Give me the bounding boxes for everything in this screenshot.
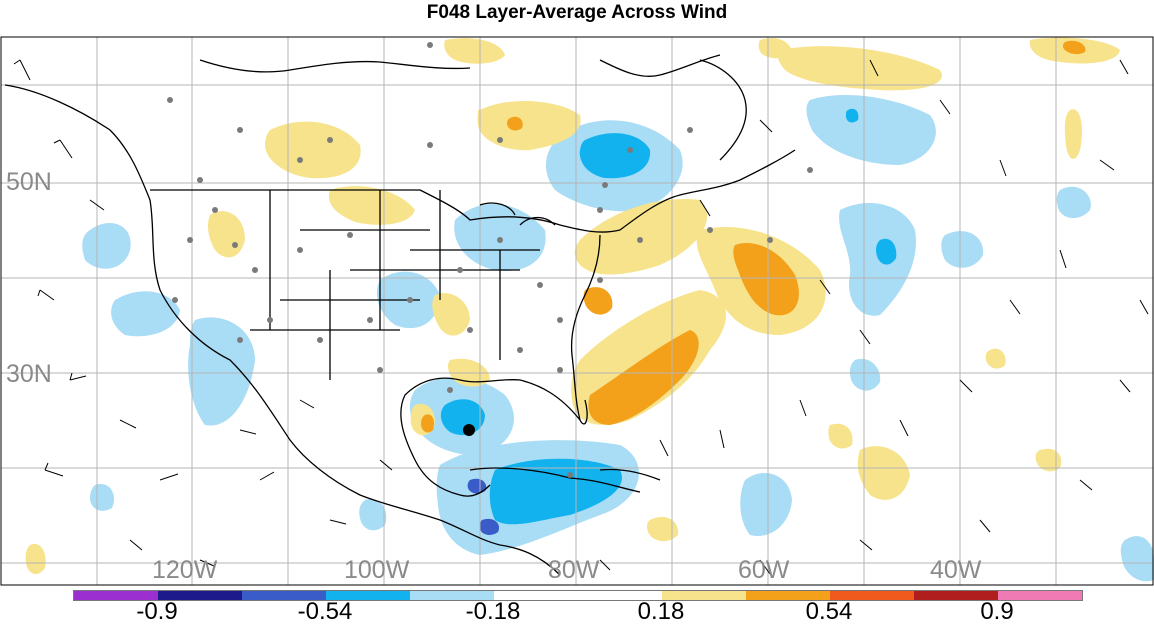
colorbar-swatch [326, 591, 410, 600]
colorbar-swatch [662, 591, 746, 600]
lon-label-100w: 100W [344, 556, 410, 584]
colorbar-tick-label: 0.9 [980, 598, 1014, 625]
lat-label-50n: 50N [6, 168, 52, 196]
colorbar-tick-label: -0.18 [465, 598, 521, 625]
coastlines [4, 54, 796, 576]
map-frame [0, 36, 1154, 586]
colorbar-swatch [998, 591, 1082, 600]
colorbar-swatch [914, 591, 998, 600]
colorbar-tick-label: -0.9 [136, 598, 178, 625]
graticule [1, 37, 1153, 585]
positive-anomaly-medium [421, 40, 1086, 433]
map-title: F048 Layer-Average Across Wind [426, 2, 728, 23]
lon-label-120w: 120W [152, 556, 218, 584]
colorbar-tick-label: 0.54 [805, 598, 853, 625]
station-dots [167, 42, 813, 478]
colorbar-swatch [578, 591, 662, 600]
lon-label-80w: 80W [548, 556, 600, 584]
colorbar [73, 590, 1083, 601]
negative-anomaly-dark [467, 478, 500, 535]
colorbar-tick-label: 0.18 [637, 598, 685, 625]
colorbar-swatch [494, 591, 578, 600]
negative-anomaly-medium [440, 108, 897, 525]
colorbar-swatch [242, 591, 326, 600]
colorbar-tick-label: -0.54 [297, 598, 353, 625]
colorbar-swatch [158, 591, 242, 600]
lat-label-30n: 30N [6, 360, 52, 388]
lon-label-60w: 60W [738, 556, 790, 584]
lon-label-40w: 40W [930, 556, 982, 584]
colorbar-swatch [410, 591, 494, 600]
wind-barbs [13, 59, 1149, 575]
colorbar-swatch [74, 591, 158, 600]
colorbar-swatch [830, 591, 914, 600]
colorbar-swatch [746, 591, 830, 600]
storm-center-marker [463, 424, 475, 436]
